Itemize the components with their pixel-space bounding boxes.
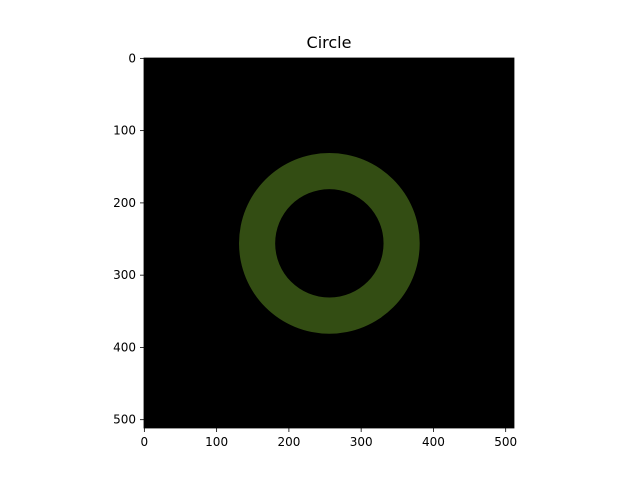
x-tick-label: 500 <box>494 435 517 449</box>
ring-shape <box>239 152 420 334</box>
x-tick-label: 400 <box>422 435 445 449</box>
x-tick-label: 0 <box>141 435 149 449</box>
y-tick-label: 300 <box>113 268 136 282</box>
x-tick-label: 100 <box>205 435 228 449</box>
y-tick-label: 100 <box>113 124 136 138</box>
y-tick-label: 400 <box>113 340 136 354</box>
y-tick-label: 500 <box>113 413 136 427</box>
y-axis: 0 100 200 300 400 500 <box>113 51 144 427</box>
shapes-layer <box>239 152 420 334</box>
y-tick-label: 200 <box>113 196 136 210</box>
x-axis: 0 100 200 300 400 500 <box>141 428 517 449</box>
y-tick-label: 0 <box>128 51 136 65</box>
image-background <box>144 58 514 428</box>
axes-frame <box>143 57 515 429</box>
x-tick-label: 300 <box>350 435 373 449</box>
chart-title: Circle <box>307 33 352 52</box>
x-tick-label: 200 <box>277 435 300 449</box>
